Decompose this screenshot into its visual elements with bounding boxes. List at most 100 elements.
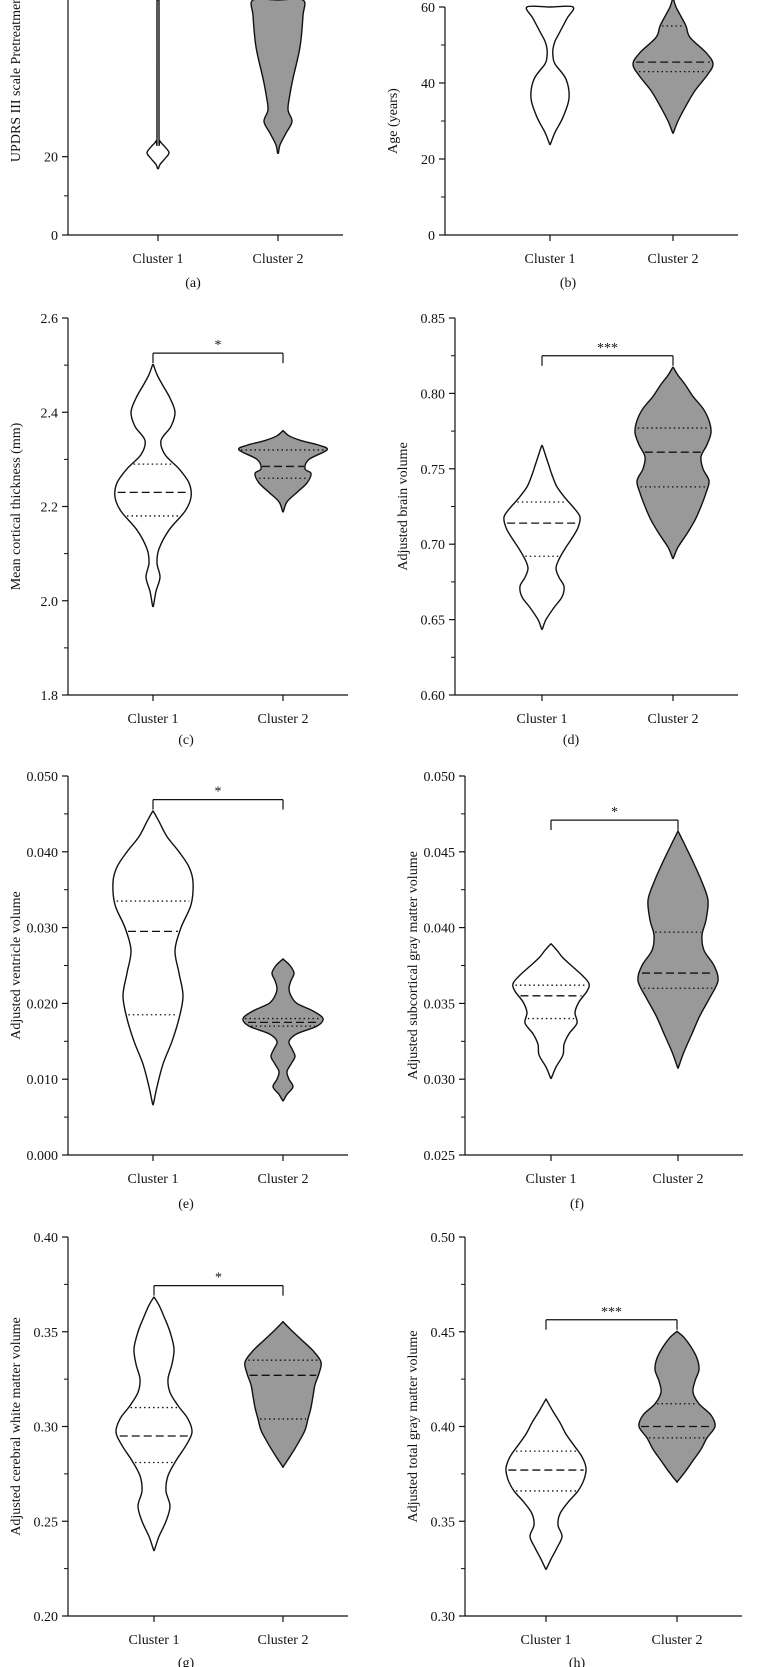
violin-f-2 (637, 830, 719, 1069)
panel-label: (h) (569, 1656, 586, 1667)
y-tick-label: 0.50 (431, 1231, 456, 1246)
x-tick-label: Cluster 1 (526, 1172, 577, 1187)
x-tick-label: Cluster 1 (128, 1172, 179, 1187)
y-tick-label: 0.035 (424, 997, 456, 1012)
x-tick-label: Cluster 1 (521, 1633, 572, 1648)
violin-a-2 (250, 0, 306, 155)
violin-a-1 (146, 0, 170, 170)
x-tick-label: Cluster 2 (253, 252, 304, 267)
y-tick-label: 0.40 (34, 1231, 59, 1246)
chart-panel-g: 0.20 0.25 0.30 0.35 0.40 Cluster 1 Cluster 2 Ad… (9, 1231, 348, 1667)
y-tick-label: 0.040 (424, 922, 456, 937)
significance-marker: * (215, 1271, 222, 1286)
y-tick-label: 0.000 (27, 1149, 59, 1164)
y-tick-label: 2.6 (41, 312, 59, 327)
y-tick-label: 0.010 (27, 1073, 59, 1088)
violin-b-1 (525, 5, 575, 146)
violin-e-1 (112, 810, 194, 1106)
y-tick-label: 0.75 (421, 463, 446, 478)
x-tick-label: Cluster 1 (525, 252, 576, 267)
y-axis-label: UPDRS III scale Pretreatment (9, 0, 24, 162)
y-tick-label: 2.0 (41, 595, 59, 610)
significance-marker: *** (597, 341, 618, 356)
x-tick-label: Cluster 2 (652, 1633, 703, 1648)
y-axis-label: Adjusted total gray matter volume (406, 1330, 421, 1522)
violin-h-2 (638, 1330, 716, 1483)
significance-bracket: * (152, 338, 284, 364)
y-tick-label: 20 (421, 153, 435, 168)
chart-panel-d: 0.60 0.65 0.70 0.75 0.80 0.85 Cluster 1 Cluster… (396, 312, 738, 748)
y-axis-label: Adjusted cerebral white matter volume (9, 1317, 24, 1535)
significance-marker: * (611, 805, 618, 820)
y-tick-label: 0.80 (421, 387, 446, 402)
y-tick-label: 0.60 (421, 689, 446, 704)
y-axis-label: Mean cortical thickness (mm) (9, 422, 24, 590)
x-tick-label: Cluster 2 (258, 712, 309, 727)
y-tick-label: 0.35 (34, 1326, 59, 1341)
chart-panel-e: 0.000 0.010 0.020 0.030 0.040 0.050 Cluster 1 C… (9, 770, 348, 1212)
y-tick-label: 0.030 (27, 922, 59, 937)
violin-h-1 (505, 1398, 587, 1571)
y-axis-label: Adjusted ventricle volume (9, 891, 24, 1040)
y-tick-label: 0.045 (424, 846, 456, 861)
significance-bracket: * (153, 1271, 284, 1296)
x-tick-label: Cluster 2 (258, 1633, 309, 1648)
significance-bracket: *** (541, 341, 674, 366)
y-tick-label: 1.8 (41, 689, 59, 704)
violin-e-2 (242, 958, 324, 1102)
y-tick-label: 0.65 (421, 614, 446, 629)
violin-b-2 (632, 0, 714, 134)
y-axis-label: Adjusted subcortical gray matter volume (406, 851, 421, 1080)
y-tick-label: 0.40 (431, 1421, 456, 1436)
x-tick-label: Cluster 1 (129, 1633, 180, 1648)
y-axis-label: Age (years) (386, 88, 401, 154)
panel-label: (d) (563, 733, 580, 748)
significance-marker: *** (601, 1305, 622, 1320)
chart-panel-c: 1.8 2.0 2.2 2.4 2.6 Cluster 1 Cluster 2 Mean co… (9, 312, 348, 748)
y-tick-label: 0.45 (431, 1326, 456, 1341)
x-tick-label: Cluster 1 (517, 712, 568, 727)
panel-label: (g) (178, 1656, 195, 1667)
panel-label: (b) (560, 276, 577, 291)
chart-panel-a: 0 20 Cluster 1 Cluster 2 UPDRS III scale Pre… (9, 0, 343, 291)
y-tick-label: 0 (428, 229, 435, 244)
y-tick-label: 0.050 (424, 770, 456, 785)
panel-label: (f) (570, 1197, 584, 1212)
x-tick-label: Cluster 2 (648, 252, 699, 267)
significance-bracket: *** (545, 1305, 678, 1330)
y-tick-label: 0.030 (424, 1073, 456, 1088)
y-tick-label: 0 (51, 229, 58, 244)
violin-d-2 (634, 366, 712, 560)
significance-marker: * (215, 338, 222, 353)
panel-label: (a) (185, 276, 201, 291)
violin-c-2 (237, 430, 329, 513)
x-tick-label: Cluster 1 (133, 252, 184, 267)
violin-c-1 (114, 363, 192, 608)
panel-label: (c) (178, 733, 194, 748)
y-tick-label: 2.2 (41, 501, 59, 516)
chart-panel-h: 0.30 0.35 0.40 0.45 0.50 Cluster 1 Cluster 2 Ad… (406, 1231, 742, 1667)
y-tick-label: 20 (44, 151, 58, 166)
y-tick-label: 0.35 (431, 1515, 456, 1530)
violin-f-1 (512, 943, 590, 1080)
y-tick-label: 0.040 (27, 846, 59, 861)
y-tick-label: 40 (421, 77, 435, 92)
violin-g-2 (244, 1321, 322, 1468)
y-axis-label: Adjusted brain volume (396, 442, 411, 570)
x-tick-label: Cluster 2 (648, 712, 699, 727)
chart-panel-f: 0.025 0.030 0.035 0.040 0.045 0.050 Cluster 1 C… (406, 770, 743, 1212)
y-tick-label: 0.020 (27, 997, 59, 1012)
significance-marker: * (215, 785, 222, 800)
y-tick-label: 0.025 (424, 1149, 456, 1164)
violin-d-1 (503, 444, 581, 631)
chart-panel-b: 0 20 40 60 Cluster 1 Cluster 2 Age (years) (b) (386, 0, 738, 291)
significance-bracket: * (152, 785, 284, 810)
y-tick-label: 60 (421, 1, 435, 16)
y-tick-label: 0.85 (421, 312, 446, 327)
violin-g-1 (115, 1296, 193, 1552)
y-tick-label: 0.25 (34, 1515, 59, 1530)
y-tick-label: 0.30 (34, 1421, 59, 1436)
x-tick-label: Cluster 2 (653, 1172, 704, 1187)
y-tick-label: 0.70 (421, 538, 446, 553)
